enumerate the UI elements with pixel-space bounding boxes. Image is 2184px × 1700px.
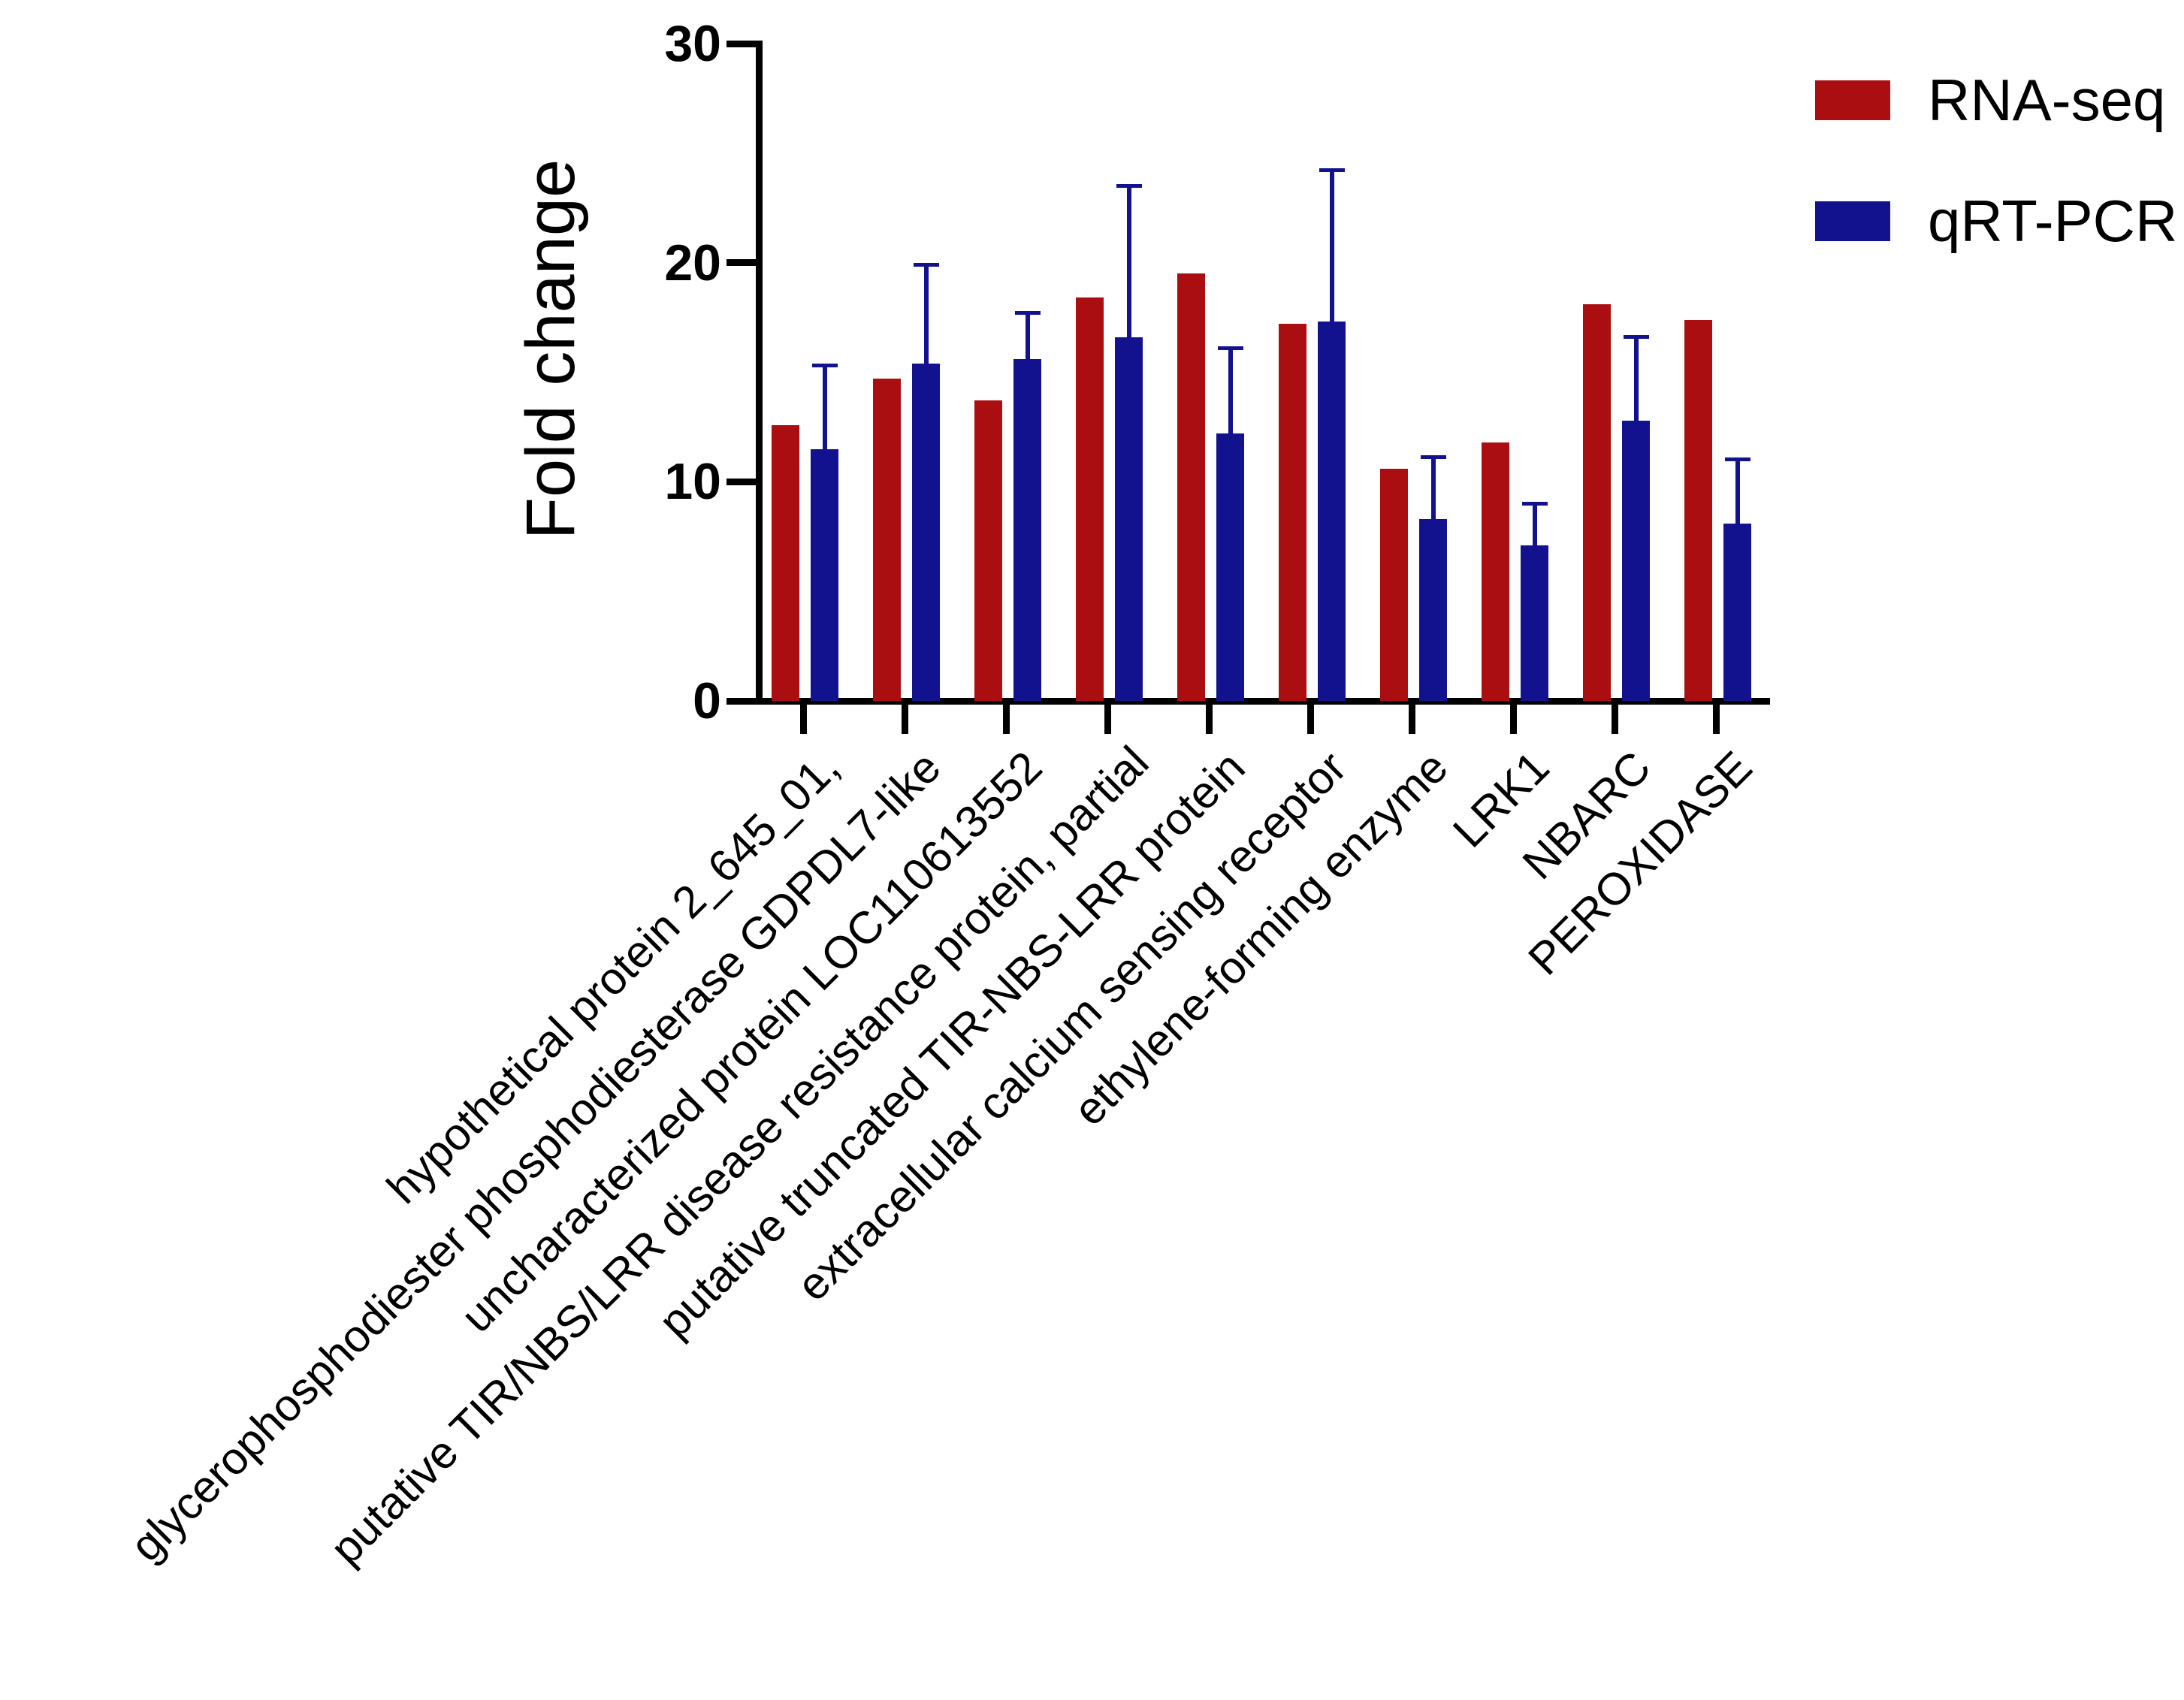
error-bar-stem-9 bbox=[1633, 334, 1639, 421]
bar-qrtpcr-10 bbox=[1723, 523, 1751, 701]
bar-qrtpcr-8 bbox=[1521, 545, 1548, 701]
x-tick-mark-10 bbox=[1712, 701, 1720, 734]
error-bar-stem-8 bbox=[1532, 501, 1537, 545]
x-tick-mark-6 bbox=[1306, 701, 1314, 734]
error-bar-stem-4 bbox=[1126, 183, 1131, 337]
error-bar-cap-8 bbox=[1521, 501, 1548, 506]
bar-rnaseq-5 bbox=[1177, 273, 1205, 701]
error-bar-cap-1 bbox=[811, 363, 838, 367]
bar-qrtpcr-3 bbox=[1013, 359, 1041, 701]
bar-rnaseq-1 bbox=[772, 424, 799, 701]
x-axis-line bbox=[756, 698, 1770, 705]
legend-item-qrtpcr: qRT-PCR bbox=[1815, 187, 2178, 255]
bar-qrtpcr-5 bbox=[1216, 433, 1244, 701]
error-bar-cap-3 bbox=[1014, 310, 1041, 315]
rnaseq-legend-label: RNA-seq bbox=[1928, 67, 2166, 133]
error-bar-cap-2 bbox=[913, 262, 939, 267]
y-axis-line bbox=[756, 41, 763, 705]
x-tick-mark-4 bbox=[1104, 701, 1111, 734]
bar-rnaseq-9 bbox=[1583, 304, 1611, 701]
y-tick-label-30: 30 bbox=[664, 15, 721, 72]
error-bar-stem-6 bbox=[1329, 168, 1334, 322]
error-bar-stem-2 bbox=[923, 262, 929, 364]
bar-qrtpcr-4 bbox=[1115, 337, 1143, 701]
error-bar-cap-10 bbox=[1724, 457, 1751, 462]
y-tick-mark-20 bbox=[726, 259, 757, 267]
error-bar-stem-3 bbox=[1025, 310, 1030, 359]
bar-qrtpcr-1 bbox=[811, 448, 838, 701]
bar-qrtpcr-2 bbox=[912, 363, 940, 701]
x-tick-mark-8 bbox=[1509, 701, 1517, 734]
x-tick-mark-1 bbox=[799, 701, 807, 734]
error-bar-stem-10 bbox=[1735, 457, 1740, 524]
y-tick-mark-30 bbox=[726, 40, 757, 47]
bar-rnaseq-2 bbox=[873, 379, 901, 701]
bar-rnaseq-4 bbox=[1076, 297, 1104, 701]
legend: RNA-seq qRT-PCR bbox=[1815, 66, 2178, 308]
y-tick-mark-0 bbox=[726, 697, 757, 705]
rnaseq-color-swatch bbox=[1815, 80, 1890, 120]
x-tick-mark-5 bbox=[1205, 701, 1213, 734]
bar-rnaseq-3 bbox=[974, 400, 1002, 701]
bar-rnaseq-7 bbox=[1380, 468, 1408, 701]
error-bar-cap-5 bbox=[1217, 346, 1243, 350]
bar-qrtpcr-9 bbox=[1622, 420, 1650, 701]
bar-rnaseq-10 bbox=[1684, 319, 1712, 701]
error-bar-cap-7 bbox=[1420, 455, 1446, 460]
x-tick-mark-3 bbox=[1002, 701, 1010, 734]
y-tick-label-10: 10 bbox=[664, 453, 721, 511]
x-tick-mark-9 bbox=[1611, 701, 1618, 734]
error-bar-stem-5 bbox=[1228, 346, 1233, 434]
x-tick-mark-7 bbox=[1408, 701, 1415, 734]
x-tick-mark-2 bbox=[901, 701, 908, 734]
y-tick-label-20: 20 bbox=[664, 234, 721, 291]
error-bar-stem-1 bbox=[822, 363, 827, 449]
y-tick-label-0: 0 bbox=[693, 672, 721, 729]
error-bar-stem-7 bbox=[1430, 455, 1436, 519]
bar-rnaseq-6 bbox=[1279, 324, 1306, 701]
bar-qrtpcr-7 bbox=[1419, 518, 1447, 701]
legend-item-rnaseq: RNA-seq bbox=[1815, 66, 2176, 134]
error-bar-cap-6 bbox=[1319, 168, 1345, 173]
qrtpcr-legend-label: qRT-PCR bbox=[1928, 188, 2178, 254]
error-bar-cap-4 bbox=[1116, 183, 1142, 188]
error-bar-cap-9 bbox=[1623, 334, 1649, 339]
qrtpcr-color-swatch bbox=[1815, 201, 1890, 241]
bar-rnaseq-8 bbox=[1482, 442, 1509, 701]
y-tick-mark-10 bbox=[726, 478, 757, 485]
bar-qrtpcr-6 bbox=[1318, 322, 1346, 701]
y-axis-title: Fold change bbox=[512, 159, 589, 540]
